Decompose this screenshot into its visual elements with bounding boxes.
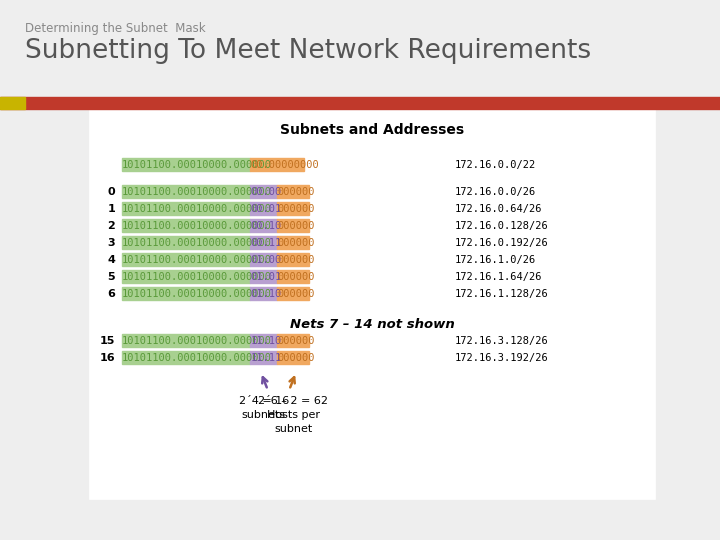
Text: 10101100.00010000.000000: 10101100.00010000.000000 <box>122 255 272 265</box>
Text: 000000: 000000 <box>277 289 315 299</box>
Text: 000000: 000000 <box>277 272 315 282</box>
Text: 01.00: 01.00 <box>251 255 282 265</box>
Text: 000000: 000000 <box>277 204 315 214</box>
Bar <box>251 185 277 198</box>
Text: 000000: 000000 <box>277 353 315 363</box>
Text: 10101100.00010000.000000: 10101100.00010000.000000 <box>122 289 272 299</box>
Text: 000000: 000000 <box>277 336 315 346</box>
Text: 2´4 = 16
subnets: 2´4 = 16 subnets <box>238 396 289 420</box>
Text: 172.16.0.128/26: 172.16.0.128/26 <box>455 221 549 231</box>
Bar <box>0 97 720 109</box>
Text: 2: 2 <box>107 221 115 231</box>
Text: 2´6 – 2 = 62
Hosts per
subnet: 2´6 – 2 = 62 Hosts per subnet <box>258 396 328 434</box>
Text: 172.16.1.64/26: 172.16.1.64/26 <box>455 272 542 282</box>
Text: 3: 3 <box>107 238 115 248</box>
Text: 00.00000000: 00.00000000 <box>251 160 319 170</box>
Text: Determining the Subnet  Mask: Determining the Subnet Mask <box>25 22 206 35</box>
Bar <box>251 351 277 364</box>
Text: 172.16.1.0/26: 172.16.1.0/26 <box>455 255 536 265</box>
Bar <box>251 334 277 347</box>
Text: 172.16.0.0/22: 172.16.0.0/22 <box>455 160 536 170</box>
Text: 0: 0 <box>107 187 115 197</box>
Bar <box>251 219 277 232</box>
Bar <box>277 253 310 266</box>
Bar <box>122 287 251 300</box>
Bar <box>122 158 251 171</box>
Text: 10101100.00010000.000000: 10101100.00010000.000000 <box>122 272 272 282</box>
Text: 172.16.0.192/26: 172.16.0.192/26 <box>455 238 549 248</box>
Text: 11.10: 11.10 <box>251 336 282 346</box>
Bar <box>277 219 310 232</box>
Text: 000000: 000000 <box>277 221 315 231</box>
Bar <box>251 158 304 171</box>
Bar <box>277 334 310 347</box>
Bar <box>251 202 277 215</box>
Text: 11.11: 11.11 <box>251 353 282 363</box>
Text: 10101100.00010000.000000: 10101100.00010000.000000 <box>122 204 272 214</box>
Text: 10101100.00010000.000000: 10101100.00010000.000000 <box>122 238 272 248</box>
Text: 00.00: 00.00 <box>251 187 282 197</box>
Text: 10101100.00010000.000000: 10101100.00010000.000000 <box>122 353 272 363</box>
Text: 4: 4 <box>107 255 115 265</box>
Text: 6: 6 <box>107 289 115 299</box>
Bar <box>122 253 251 266</box>
Text: 000000: 000000 <box>277 238 315 248</box>
Bar <box>251 236 277 249</box>
Text: 00.10: 00.10 <box>251 221 282 231</box>
Bar <box>277 236 310 249</box>
Bar <box>277 270 310 283</box>
Text: 172.16.1.128/26: 172.16.1.128/26 <box>455 289 549 299</box>
Bar <box>122 236 251 249</box>
Text: 1: 1 <box>107 204 115 214</box>
Bar <box>122 185 251 198</box>
Text: 172.16.3.128/26: 172.16.3.128/26 <box>455 336 549 346</box>
Bar <box>122 219 251 232</box>
Text: 10101100.00010000.000000: 10101100.00010000.000000 <box>122 187 272 197</box>
Bar <box>122 202 251 215</box>
Bar <box>277 185 310 198</box>
Text: 10101100.00010000.000000: 10101100.00010000.000000 <box>122 221 272 231</box>
Text: 00.01: 00.01 <box>251 204 282 214</box>
Bar <box>251 253 277 266</box>
Text: 000000: 000000 <box>277 255 315 265</box>
Bar <box>277 202 310 215</box>
Text: 15: 15 <box>99 336 115 346</box>
Text: 000000: 000000 <box>277 187 315 197</box>
Text: Subnetting To Meet Network Requirements: Subnetting To Meet Network Requirements <box>25 38 591 64</box>
Bar <box>277 351 310 364</box>
Bar <box>122 351 251 364</box>
Bar <box>90 109 655 499</box>
Text: 00.11: 00.11 <box>251 238 282 248</box>
Text: 172.16.0.64/26: 172.16.0.64/26 <box>455 204 542 214</box>
Bar <box>251 270 277 283</box>
Text: 10101100.00010000.000000: 10101100.00010000.000000 <box>122 336 272 346</box>
Bar <box>0 97 25 109</box>
Text: 16: 16 <box>99 353 115 363</box>
Text: 01.01: 01.01 <box>251 272 282 282</box>
Bar <box>251 287 277 300</box>
Bar <box>122 270 251 283</box>
Text: Subnets and Addresses: Subnets and Addresses <box>280 123 464 137</box>
Bar <box>122 334 251 347</box>
Text: 5: 5 <box>107 272 115 282</box>
Text: 172.16.0.0/26: 172.16.0.0/26 <box>455 187 536 197</box>
Bar <box>277 287 310 300</box>
Text: 10101100.00010000.000000: 10101100.00010000.000000 <box>122 160 272 170</box>
Text: Nets 7 – 14 not shown: Nets 7 – 14 not shown <box>290 318 455 331</box>
Text: 172.16.3.192/26: 172.16.3.192/26 <box>455 353 549 363</box>
Text: 01.10: 01.10 <box>251 289 282 299</box>
